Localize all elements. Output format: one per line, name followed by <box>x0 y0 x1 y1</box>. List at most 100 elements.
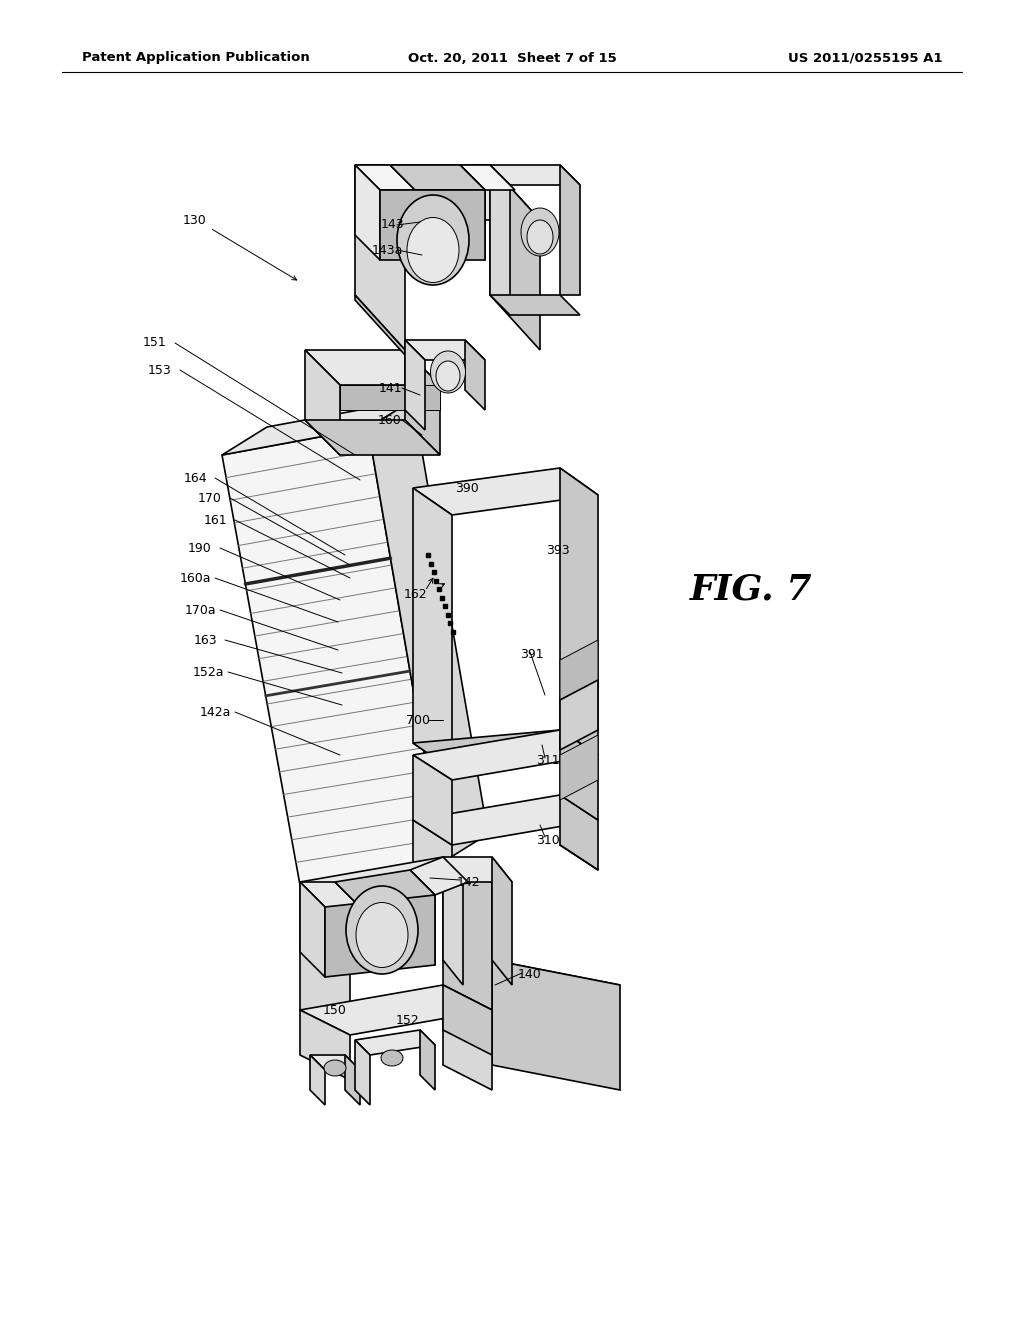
Text: 161: 161 <box>203 513 226 527</box>
Text: 163: 163 <box>194 634 217 647</box>
Polygon shape <box>355 1030 435 1055</box>
Polygon shape <box>420 1030 435 1090</box>
Polygon shape <box>413 730 598 780</box>
Text: 310: 310 <box>537 833 560 846</box>
Polygon shape <box>300 985 492 1035</box>
Ellipse shape <box>527 220 553 253</box>
Text: 311: 311 <box>537 754 560 767</box>
Polygon shape <box>355 1040 370 1105</box>
Polygon shape <box>443 985 492 1055</box>
Polygon shape <box>310 1055 360 1071</box>
Polygon shape <box>305 420 440 455</box>
Polygon shape <box>222 428 443 884</box>
Ellipse shape <box>397 195 469 285</box>
Polygon shape <box>465 341 485 411</box>
Polygon shape <box>222 400 413 455</box>
Polygon shape <box>413 469 598 515</box>
Text: 143a: 143a <box>372 243 402 256</box>
Ellipse shape <box>324 1060 346 1076</box>
Polygon shape <box>443 857 492 1010</box>
Polygon shape <box>560 795 598 870</box>
Polygon shape <box>443 960 492 1090</box>
Polygon shape <box>305 350 340 455</box>
Polygon shape <box>410 870 435 965</box>
Polygon shape <box>560 640 598 700</box>
Polygon shape <box>560 730 598 820</box>
Polygon shape <box>443 857 463 985</box>
Text: 170a: 170a <box>184 603 216 616</box>
Polygon shape <box>443 857 512 882</box>
Polygon shape <box>310 1055 325 1105</box>
Polygon shape <box>560 680 598 750</box>
Polygon shape <box>560 469 598 755</box>
Polygon shape <box>443 960 620 1010</box>
Polygon shape <box>490 165 580 185</box>
Polygon shape <box>413 755 452 845</box>
Ellipse shape <box>407 218 459 282</box>
Text: 393: 393 <box>546 544 569 557</box>
Polygon shape <box>490 294 580 315</box>
Text: 190: 190 <box>188 541 212 554</box>
Ellipse shape <box>346 886 418 974</box>
Text: 140: 140 <box>518 969 542 982</box>
Text: Oct. 20, 2011  Sheet 7 of 15: Oct. 20, 2011 Sheet 7 of 15 <box>408 51 616 65</box>
Text: 390: 390 <box>455 482 479 495</box>
Text: 160: 160 <box>378 413 401 426</box>
Text: 143: 143 <box>380 219 403 231</box>
Text: 153: 153 <box>148 363 172 376</box>
Polygon shape <box>413 820 452 895</box>
Polygon shape <box>413 795 598 845</box>
Polygon shape <box>335 870 435 907</box>
Polygon shape <box>492 960 620 1090</box>
Polygon shape <box>413 488 452 770</box>
Ellipse shape <box>436 360 460 391</box>
Text: 142a: 142a <box>200 705 230 718</box>
Polygon shape <box>300 882 325 977</box>
Ellipse shape <box>521 209 559 256</box>
Polygon shape <box>490 165 540 350</box>
Polygon shape <box>305 350 440 385</box>
Text: 152a: 152a <box>193 665 224 678</box>
Polygon shape <box>380 190 485 260</box>
Text: 142: 142 <box>456 875 480 888</box>
Polygon shape <box>325 895 435 977</box>
Text: FIG. 7: FIG. 7 <box>690 573 812 607</box>
Polygon shape <box>300 1010 350 1080</box>
Text: 160a: 160a <box>179 572 211 585</box>
Polygon shape <box>368 400 488 862</box>
Ellipse shape <box>381 1049 403 1067</box>
Ellipse shape <box>356 903 408 968</box>
Polygon shape <box>560 735 598 800</box>
Text: 391: 391 <box>520 648 544 661</box>
Text: 170: 170 <box>198 491 222 504</box>
Polygon shape <box>460 165 515 190</box>
Polygon shape <box>390 165 485 190</box>
Text: Patent Application Publication: Patent Application Publication <box>82 51 309 65</box>
Polygon shape <box>355 165 540 220</box>
Text: 152: 152 <box>396 1014 420 1027</box>
Polygon shape <box>560 165 580 294</box>
Polygon shape <box>406 341 425 430</box>
Polygon shape <box>490 165 510 315</box>
Polygon shape <box>355 294 406 355</box>
Polygon shape <box>406 341 485 360</box>
Polygon shape <box>410 857 468 895</box>
Polygon shape <box>300 882 360 907</box>
Text: 130: 130 <box>183 214 207 227</box>
Text: 141: 141 <box>378 381 401 395</box>
Polygon shape <box>413 730 598 770</box>
Text: 700: 700 <box>406 714 430 726</box>
Ellipse shape <box>430 351 466 393</box>
Text: US 2011/0255195 A1: US 2011/0255195 A1 <box>787 51 942 65</box>
Polygon shape <box>355 165 415 190</box>
Polygon shape <box>492 857 512 985</box>
Polygon shape <box>355 165 380 260</box>
Text: 150: 150 <box>323 1003 347 1016</box>
Polygon shape <box>340 385 440 411</box>
Text: 162: 162 <box>403 589 427 602</box>
Polygon shape <box>345 1055 360 1105</box>
Polygon shape <box>406 350 440 455</box>
Polygon shape <box>460 165 485 260</box>
Text: 151: 151 <box>143 337 167 350</box>
Polygon shape <box>300 857 492 907</box>
